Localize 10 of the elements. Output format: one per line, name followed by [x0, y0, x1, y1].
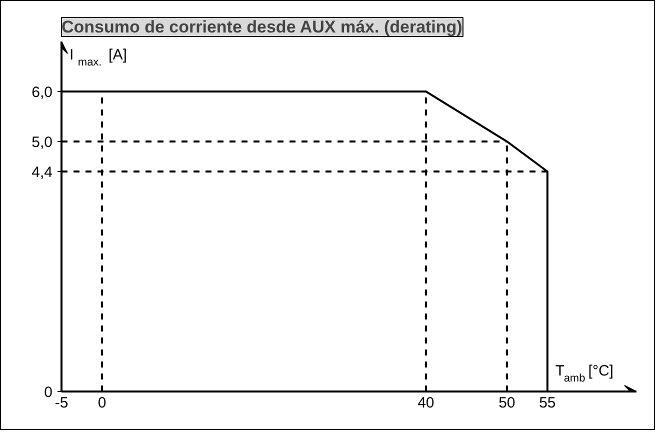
x-tick-label: 50 [498, 394, 516, 412]
y-tick-label: 6,0 [32, 84, 53, 101]
x-tick-label: -5 [54, 394, 68, 412]
y-tick-label: 4,4 [32, 164, 53, 181]
x-tick-label: 0 [98, 394, 106, 412]
x-tick-label: 40 [418, 394, 434, 412]
y-tick-label: 5,0 [32, 134, 53, 151]
x-tick-label: 55 [539, 394, 556, 412]
chart-title: Consumo de corriente desde AUX máx. (derating) [62, 18, 462, 36]
y-tick-label: 0 [44, 384, 52, 401]
